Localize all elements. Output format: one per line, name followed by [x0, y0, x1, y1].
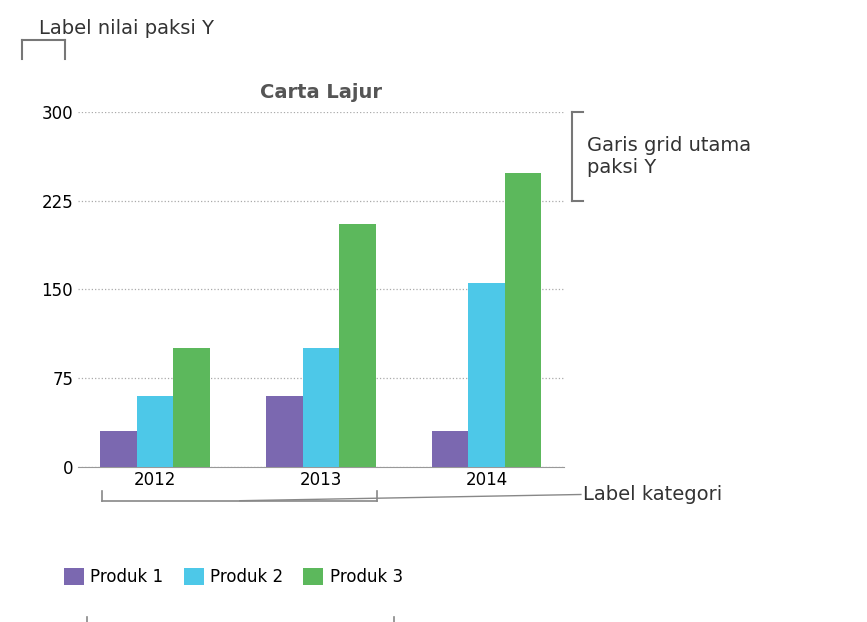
Text: Garis grid utama
paksi Y: Garis grid utama paksi Y — [587, 136, 751, 177]
Bar — [173, 348, 210, 466]
Bar — [303, 348, 339, 466]
Bar — [339, 225, 375, 466]
Bar — [432, 431, 468, 466]
Title: Carta Lajur: Carta Lajur — [260, 83, 381, 102]
Bar — [266, 396, 303, 466]
Bar — [137, 396, 173, 466]
Bar — [505, 174, 542, 466]
Legend: Produk 1, Produk 2, Produk 3: Produk 1, Produk 2, Produk 3 — [57, 562, 410, 593]
Bar — [100, 431, 137, 466]
Text: Label kategori: Label kategori — [583, 485, 723, 504]
Bar — [468, 284, 505, 466]
Text: Label nilai paksi Y: Label nilai paksi Y — [39, 19, 214, 38]
